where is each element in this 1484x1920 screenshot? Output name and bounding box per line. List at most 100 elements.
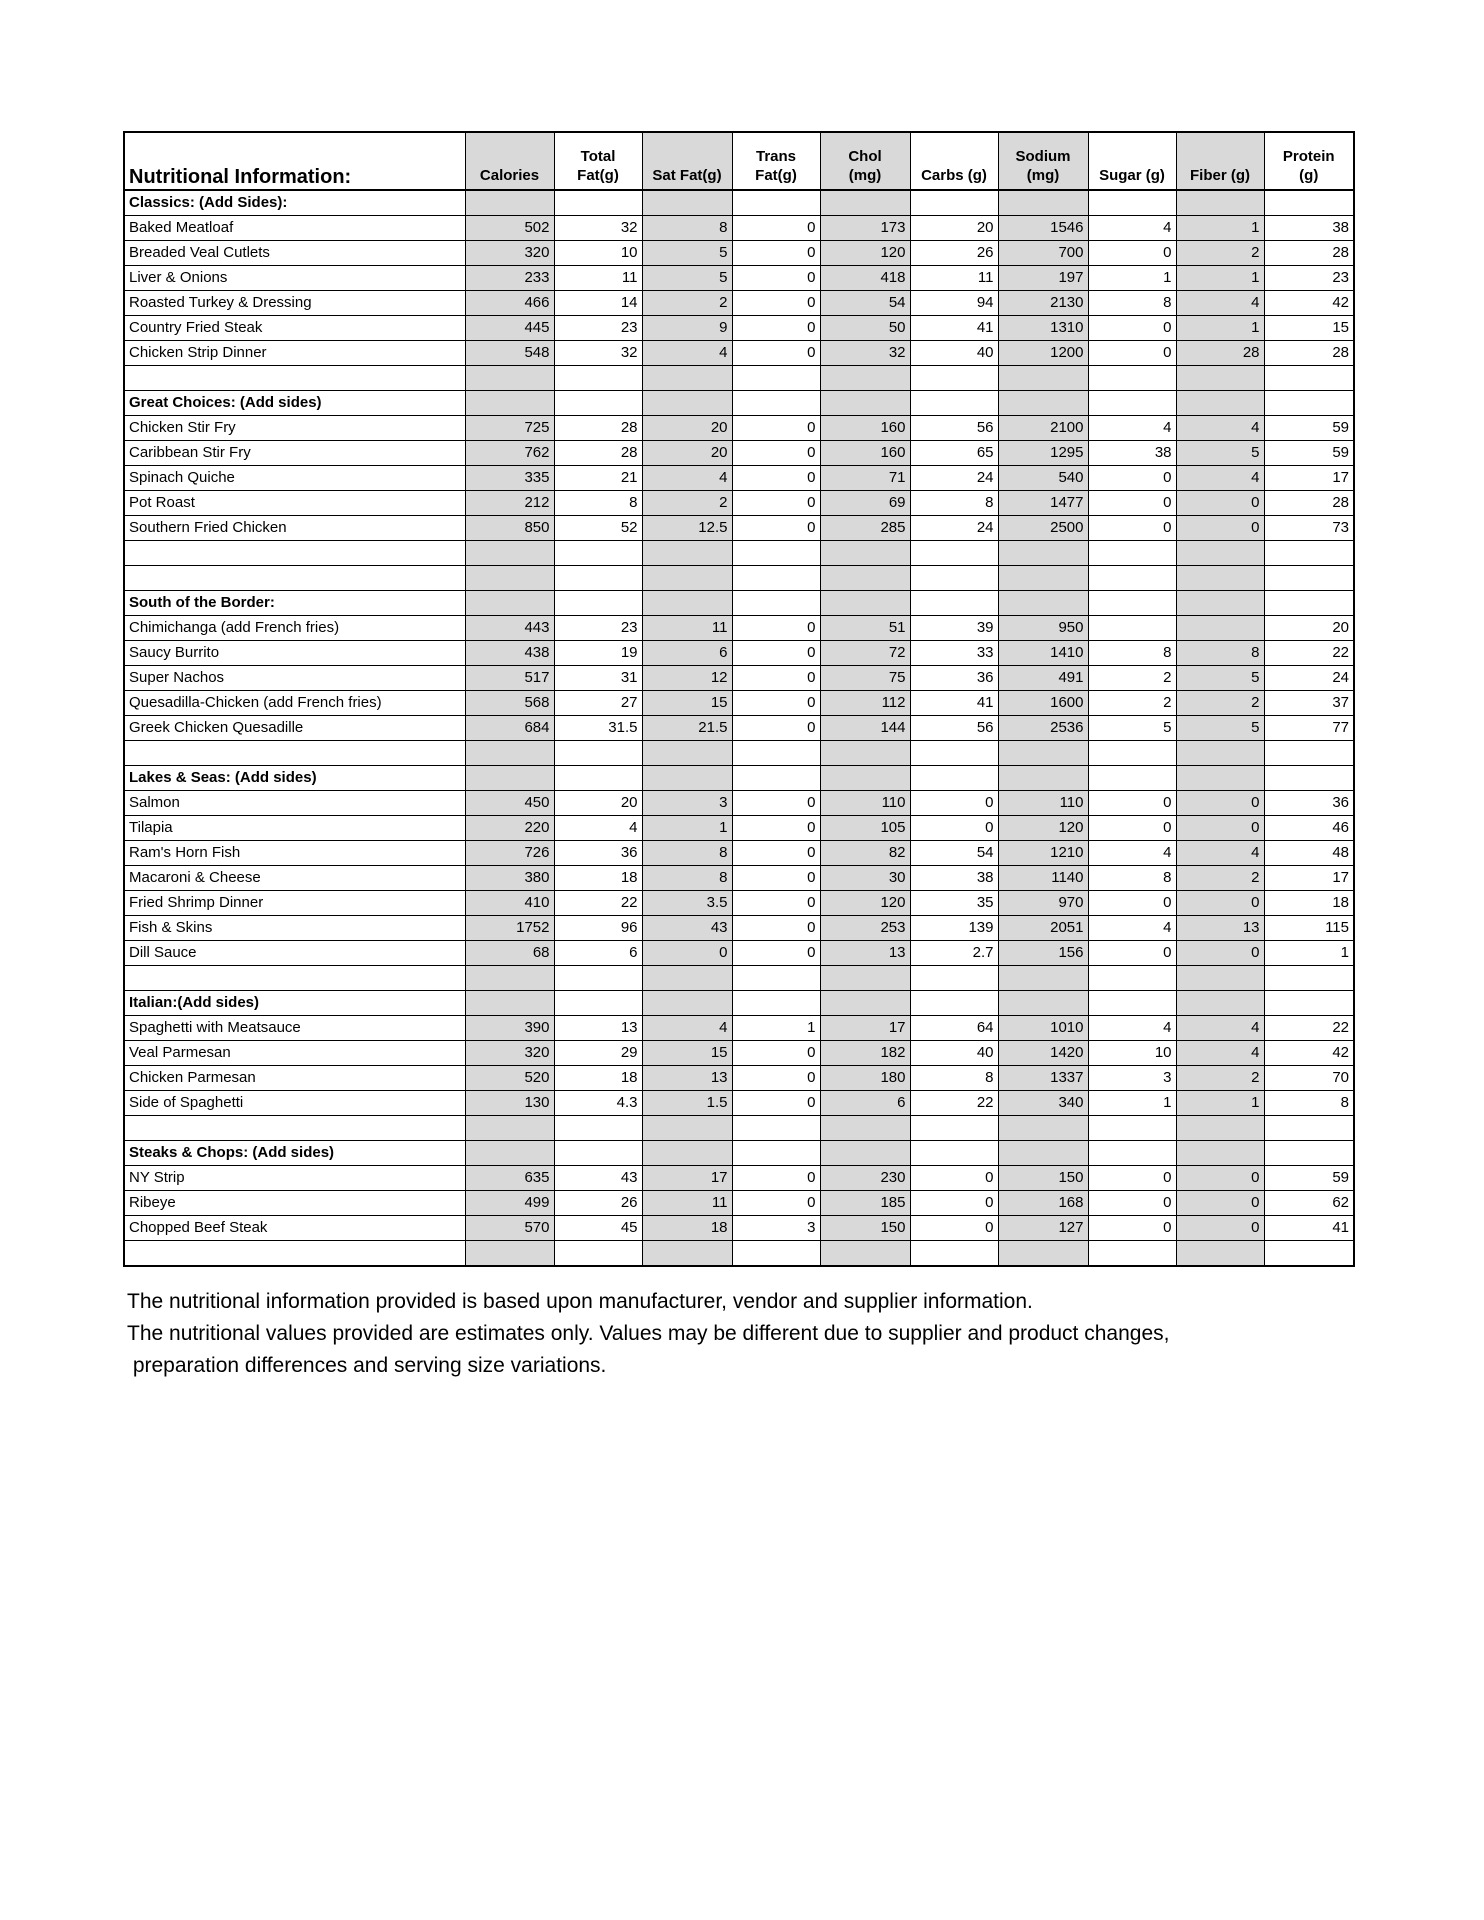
cell-value: 10 xyxy=(1087,1040,1177,1066)
empty-cell xyxy=(1263,565,1355,591)
item-name: Spinach Quiche xyxy=(123,465,466,491)
cell-value: 77 xyxy=(1263,715,1355,741)
item-name: NY Strip xyxy=(123,1165,466,1191)
empty-cell xyxy=(909,365,999,391)
cell-value: 8 xyxy=(1087,865,1177,891)
cell-value: 28 xyxy=(1263,490,1355,516)
item-name: Salmon xyxy=(123,790,466,816)
cell-value: 22 xyxy=(909,1090,999,1116)
cell-value xyxy=(731,765,821,791)
table-row: Baked Meatloaf 502 32 8 0 173 20 1546 4 1 38 xyxy=(123,215,1355,241)
empty-cell xyxy=(1175,1115,1265,1141)
cell-value: 2 xyxy=(641,490,733,516)
cell-value: 0 xyxy=(1087,515,1177,541)
cell-value: 0 xyxy=(731,865,821,891)
cell-value: 65 xyxy=(909,440,999,466)
cell-value xyxy=(819,1140,911,1166)
cell-value: 2 xyxy=(1175,240,1265,266)
cell-value: 0 xyxy=(731,415,821,441)
cell-value: 8 xyxy=(641,865,733,891)
cell-value: 950 xyxy=(997,615,1089,641)
cell-value: 0 xyxy=(1087,1190,1177,1216)
cell-value: 36 xyxy=(553,840,643,866)
cell-value: 335 xyxy=(464,465,555,491)
cell-value: 0 xyxy=(909,1165,999,1191)
cell-value: 150 xyxy=(819,1215,911,1241)
cell-value: 0 xyxy=(1175,790,1265,816)
cell-value: 17 xyxy=(1263,465,1355,491)
cell-value: 43 xyxy=(641,915,733,941)
cell-value: 230 xyxy=(819,1165,911,1191)
cell-value: 6 xyxy=(553,940,643,966)
section-title: South of the Border: xyxy=(123,590,466,616)
empty-cell xyxy=(1263,965,1355,991)
table-row: Chimichanga (add French fries) 443 23 11 0 51… xyxy=(123,615,1355,641)
empty-cell xyxy=(1175,965,1265,991)
cell-value xyxy=(997,990,1089,1016)
cell-value: 41 xyxy=(1263,1215,1355,1241)
cell-value: 0 xyxy=(731,815,821,841)
table-row: Chicken Strip Dinner 548 32 4 0 32 40 1200 0 28 28 xyxy=(123,340,1355,366)
table-row: Greek Chicken Quesadille 684 31.5 21.5 0 144 5… xyxy=(123,715,1355,741)
item-name: Macaroni & Cheese xyxy=(123,865,466,891)
item-name: Fried Shrimp Dinner xyxy=(123,890,466,916)
empty-cell xyxy=(553,565,643,591)
cell-value: 8 xyxy=(641,840,733,866)
cell-value: 33 xyxy=(909,640,999,666)
table-row: Quesadilla-Chicken (add French fries) 568… xyxy=(123,690,1355,716)
cell-value: 23 xyxy=(553,615,643,641)
cell-value: 1546 xyxy=(997,215,1089,241)
cell-value: 4 xyxy=(641,465,733,491)
cell-value: 0 xyxy=(731,615,821,641)
table-row: Saucy Burrito 438 19 6 0 72 33 1410 8 8 22 xyxy=(123,640,1355,666)
empty-cell xyxy=(1175,365,1265,391)
empty-cell xyxy=(819,965,911,991)
cell-value: 110 xyxy=(997,790,1089,816)
empty-cell xyxy=(909,565,999,591)
empty-cell xyxy=(641,1240,733,1267)
cell-value xyxy=(553,189,643,216)
cell-value: 68 xyxy=(464,940,555,966)
cell-value: 0 xyxy=(1175,815,1265,841)
empty-cell xyxy=(464,1240,555,1267)
cell-value: 3 xyxy=(641,790,733,816)
table-title: Nutritional Information: xyxy=(123,131,466,191)
empty-cell xyxy=(1087,365,1177,391)
empty-cell xyxy=(464,540,555,566)
cell-value: 56 xyxy=(909,415,999,441)
table-row: Country Fried Steak 445 23 9 0 50 41 1310 0 1 15 xyxy=(123,315,1355,341)
empty-cell xyxy=(641,965,733,991)
cell-value: 185 xyxy=(819,1190,911,1216)
cell-value: 144 xyxy=(819,715,911,741)
cell-value: 0 xyxy=(1175,940,1265,966)
cell-value: 1 xyxy=(1087,1090,1177,1116)
cell-value xyxy=(997,590,1089,616)
item-name: Saucy Burrito xyxy=(123,640,466,666)
spacer-row xyxy=(123,365,1355,391)
empty-cell xyxy=(553,965,643,991)
empty-cell xyxy=(997,1115,1089,1141)
empty-cell xyxy=(1263,540,1355,566)
cell-value: 2 xyxy=(1175,1065,1265,1091)
cell-value xyxy=(641,189,733,216)
section-title: Lakes & Seas: (Add sides) xyxy=(123,765,466,791)
cell-value xyxy=(553,390,643,416)
cell-value: 18 xyxy=(553,865,643,891)
cell-value: 5 xyxy=(1087,715,1177,741)
cell-value: 50 xyxy=(819,315,911,341)
cell-value: 21.5 xyxy=(641,715,733,741)
item-name: Ribeye xyxy=(123,1190,466,1216)
cell-value: 0 xyxy=(1175,1190,1265,1216)
empty-cell xyxy=(909,540,999,566)
cell-value: 418 xyxy=(819,265,911,291)
cell-value: 70 xyxy=(1263,1065,1355,1091)
cell-value: 0 xyxy=(1087,490,1177,516)
empty-cell xyxy=(731,1240,821,1267)
cell-value: 26 xyxy=(553,1190,643,1216)
cell-value xyxy=(1175,590,1265,616)
cell-value: 20 xyxy=(641,415,733,441)
cell-value: 22 xyxy=(553,890,643,916)
cell-value: 1 xyxy=(1175,315,1265,341)
cell-value: 1010 xyxy=(997,1015,1089,1041)
cell-value: 570 xyxy=(464,1215,555,1241)
